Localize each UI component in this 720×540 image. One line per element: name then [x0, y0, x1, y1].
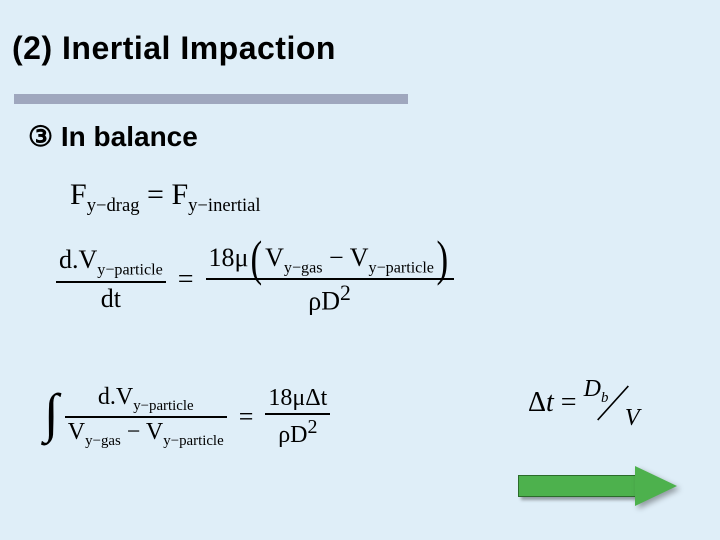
title-underline — [14, 94, 408, 104]
eq4-equals: = — [554, 387, 577, 418]
eq2-lhs-fraction: d.Vy−particle dt — [56, 245, 166, 313]
section-subhead: ③ In balance — [28, 120, 198, 153]
eq3-den-minus: − — [121, 419, 146, 445]
eq2-paren-right: ) — [436, 242, 448, 274]
eq4-num: D — [584, 376, 601, 402]
equation-dvdt: d.Vy−particle dt = 18μ(Vy−gas − Vy−parti… — [56, 242, 454, 317]
eq3-equals: = — [231, 402, 262, 432]
page-title: (2) Inertial Impaction — [12, 30, 336, 67]
eq3-lhs-fraction: d.Vy−particle Vy−gas − Vy−particle — [65, 384, 227, 450]
eq3-den-a-sym: V — [68, 419, 85, 445]
eq3-rhs-den-sup: 2 — [308, 416, 318, 438]
eq2-rhs-vb-sym: V — [350, 243, 369, 272]
integral-symbol: ∫ — [44, 393, 61, 433]
eq2-rhs-coef: 18μ — [209, 243, 249, 272]
eq2-rhs-va-sub: y−gas — [284, 259, 323, 276]
eq3-num-sub: y−particle — [133, 398, 193, 414]
eq4-den: V — [625, 405, 640, 432]
eq2-rhs-vb-sub: y−particle — [369, 259, 434, 276]
eq4-t: t — [546, 387, 554, 418]
eq2-rhs-den-pref: ρD — [308, 287, 340, 316]
next-arrow[interactable] — [518, 466, 678, 506]
eq1-lhs-sub: y−drag — [87, 195, 140, 216]
eq2-rhs-fraction: 18μ(Vy−gas − Vy−particle) ρD2 — [206, 242, 454, 317]
eq1-rhs-symbol: F — [171, 178, 188, 211]
eq3-rhs-fraction: 18μΔt ρD2 — [265, 385, 330, 449]
eq2-lhs-num-sub: y−particle — [97, 262, 162, 279]
title-band: (2) Inertial Impaction — [0, 0, 720, 105]
equation-integral: ∫ d.Vy−particle Vy−gas − Vy−particle = 1… — [44, 384, 330, 450]
eq3-rhs-den-pref: ρD — [278, 422, 307, 448]
eq1-rhs-sub: y−inertial — [188, 195, 260, 216]
arrow-head-icon — [635, 466, 677, 506]
eq3-num-pref: d.V — [98, 384, 133, 410]
arrow-shaft — [518, 475, 636, 497]
equation-delta-t: Δt = Db V — [528, 380, 642, 426]
eq4-fraction: Db V — [584, 380, 642, 426]
eq3-rhs-num: 18μΔt — [265, 385, 330, 412]
eq2-equals: = — [170, 264, 202, 296]
eq2-rhs-va-sym: V — [265, 243, 284, 272]
eq3-den-a-sub: y−gas — [85, 433, 121, 449]
slide: (2) Inertial Impaction ③ In balance Fy−d… — [0, 0, 720, 540]
equation-force-balance: Fy−drag = Fy−inertial — [70, 178, 261, 217]
eq4-delta: Δ — [528, 387, 546, 418]
eq1-equals: = — [140, 178, 172, 211]
eq2-lhs-num-pref: d.V — [59, 245, 97, 274]
eq1-lhs-symbol: F — [70, 178, 87, 211]
eq2-lhs-den: dt — [56, 284, 166, 314]
eq2-rhs-minus: − — [323, 243, 350, 272]
eq2-paren-left: ( — [251, 242, 263, 274]
eq3-den-b-sym: V — [146, 419, 163, 445]
eq4-num-sub: b — [601, 390, 608, 406]
eq3-den-b-sub: y−particle — [163, 433, 223, 449]
eq2-rhs-den-sup: 2 — [340, 281, 351, 305]
